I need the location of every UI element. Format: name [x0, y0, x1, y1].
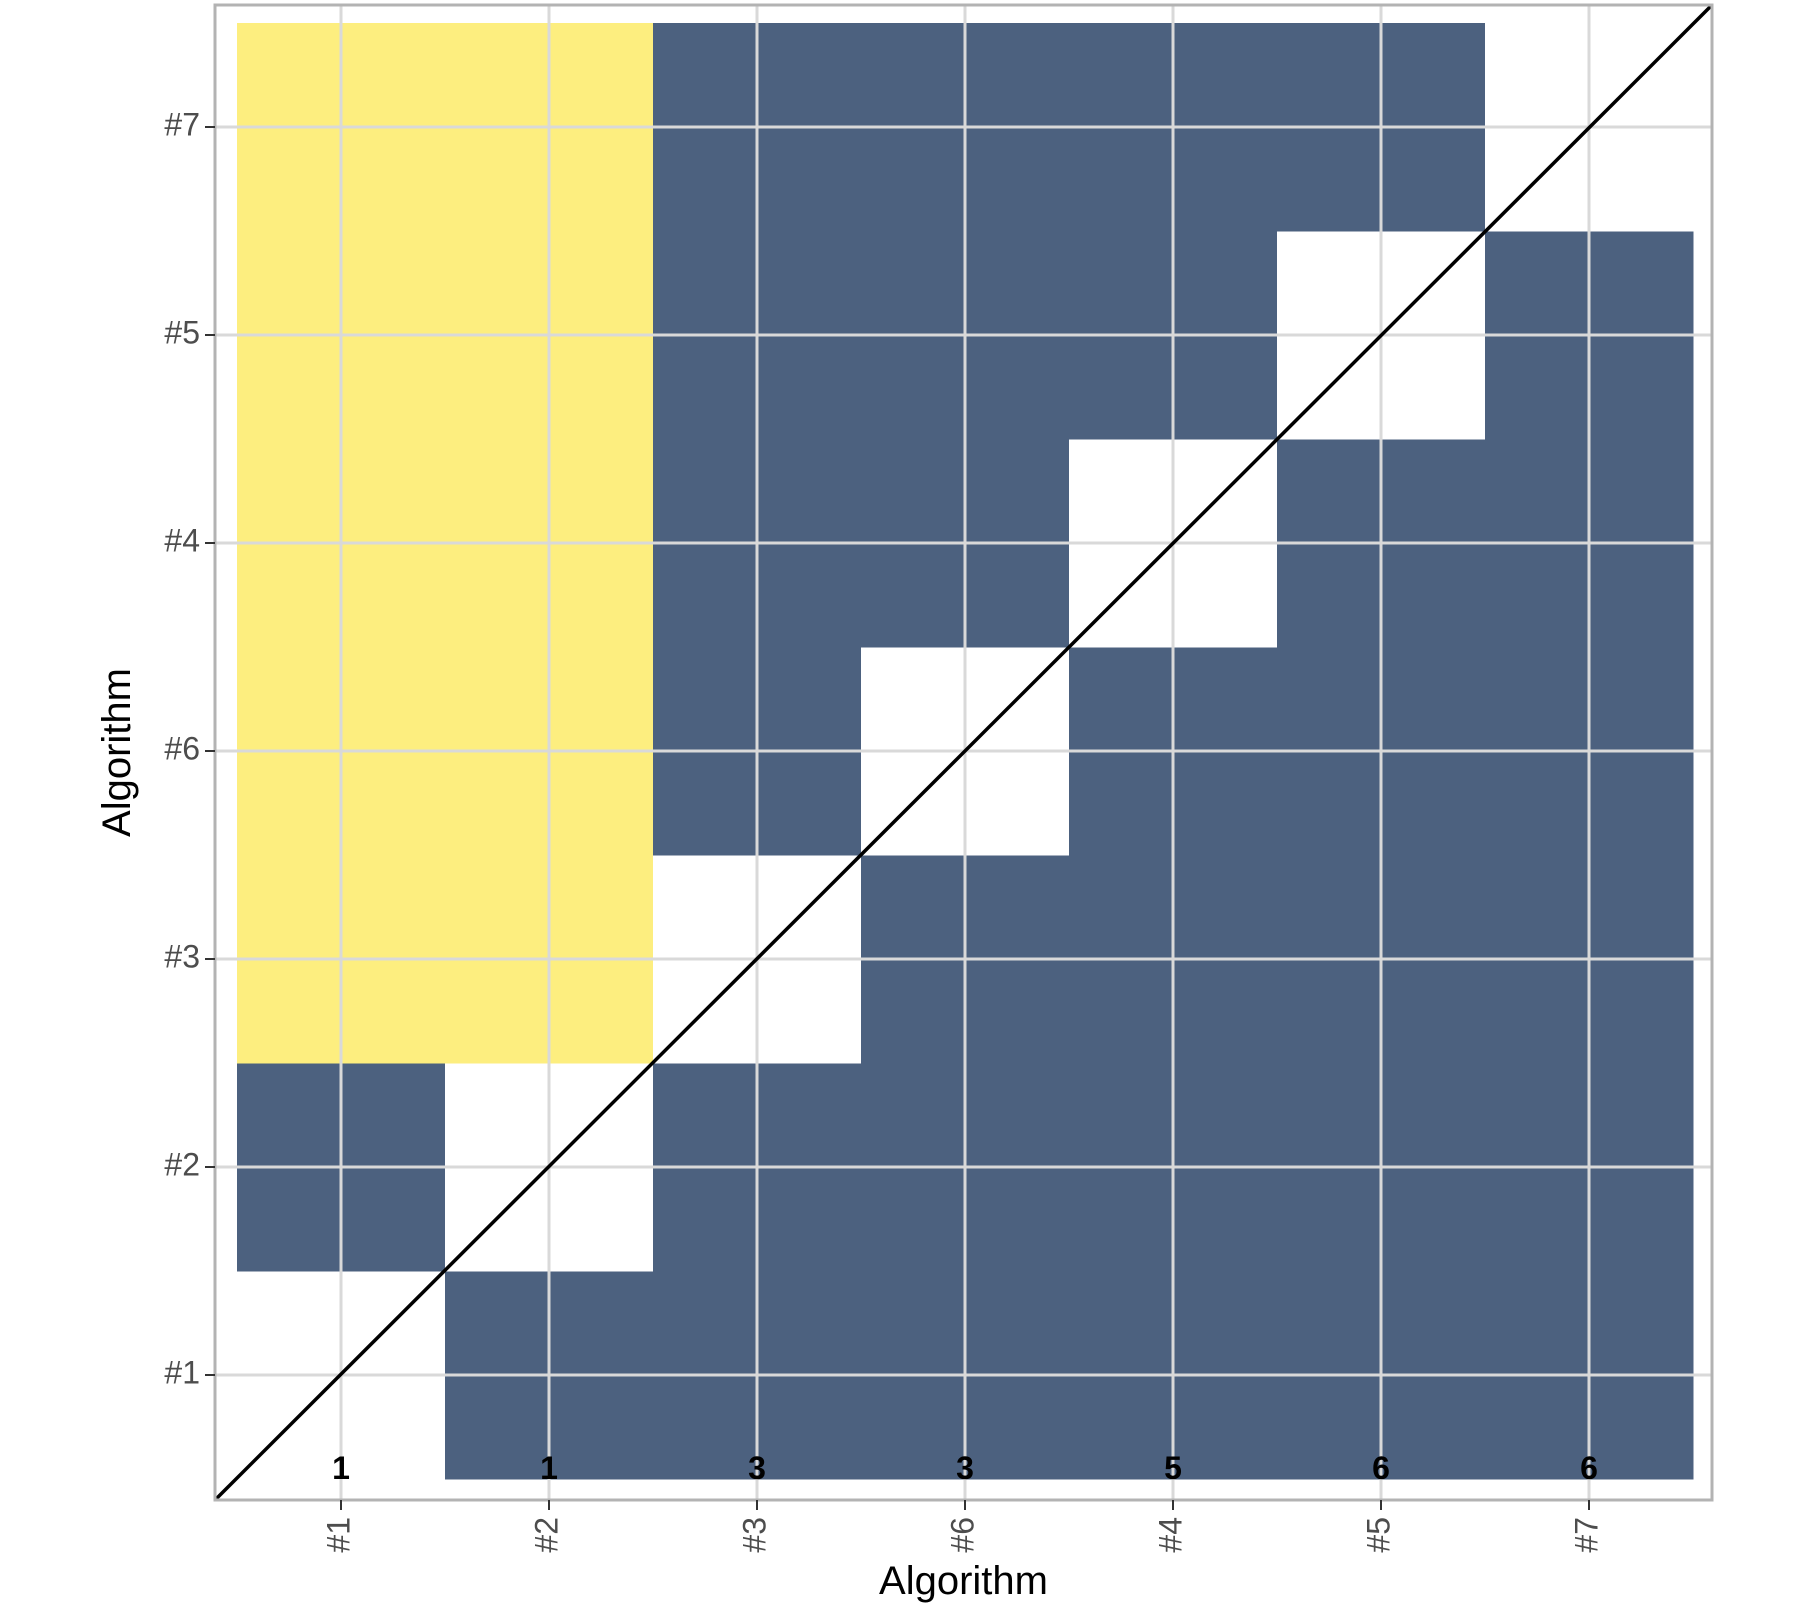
x-tick-label: #5 [1360, 1517, 1396, 1553]
rank-labels: 1 1 3 3 5 6 6 [332, 1450, 1598, 1486]
rank-label: 6 [1372, 1450, 1390, 1486]
x-axis-title: Algorithm [879, 1559, 1048, 1603]
y-axis-title: Algorithm [95, 668, 139, 837]
y-tick-label: #7 [164, 106, 200, 142]
x-tick-label: #7 [1568, 1517, 1604, 1553]
grid-lines [215, 5, 1712, 1500]
x-tick-label: #2 [528, 1517, 564, 1553]
y-tick-label: #1 [164, 1354, 200, 1390]
rank-label: 6 [1580, 1450, 1598, 1486]
y-tick-label: #6 [164, 730, 200, 766]
x-tick-label: #1 [320, 1517, 356, 1553]
y-tick-label: #5 [164, 314, 200, 350]
plot-frame [213, 3, 1714, 1502]
x-tick-label: #4 [1152, 1517, 1188, 1553]
y-tick-label: #3 [164, 938, 200, 974]
x-axis-ticks: #1 #2 #3 #6 #4 #5 #7 [320, 1500, 1604, 1553]
y-tick-label: #2 [164, 1146, 200, 1182]
rank-label: 1 [332, 1450, 350, 1486]
diagonal-line [213, 3, 1714, 1502]
rank-label: 1 [540, 1450, 558, 1486]
x-tick-label: #3 [736, 1517, 772, 1553]
rank-label: 3 [956, 1450, 974, 1486]
x-tick-label: #6 [944, 1517, 980, 1553]
y-tick-label: #4 [164, 522, 200, 558]
y-axis-ticks: #1 #2 #3 #6 #4 #5 #7 [164, 106, 215, 1390]
rank-label: 3 [748, 1450, 766, 1486]
rank-label: 5 [1164, 1450, 1182, 1486]
